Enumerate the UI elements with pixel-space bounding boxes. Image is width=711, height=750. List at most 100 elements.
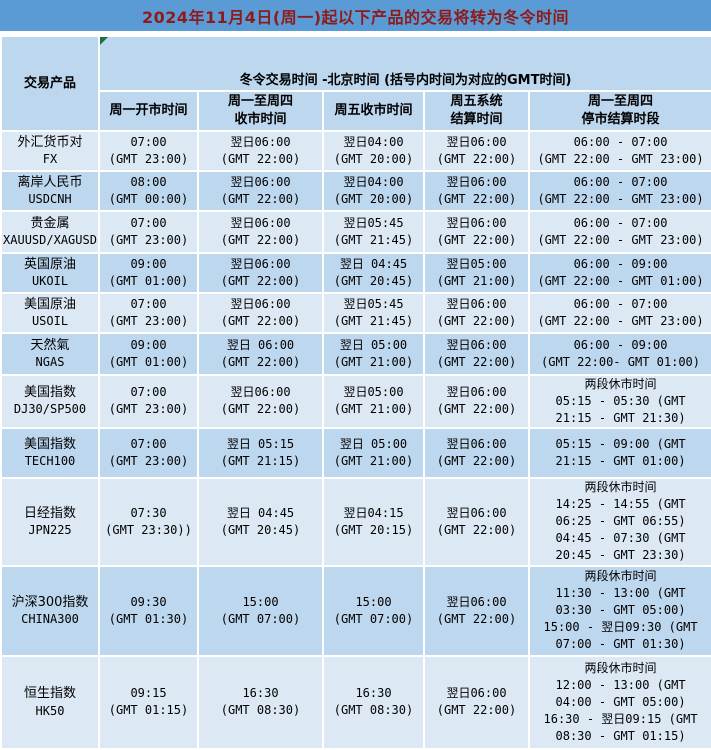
product-cell: 恒生指数 HK50 bbox=[0, 654, 100, 750]
product-column-header: 交易产品 bbox=[0, 35, 100, 132]
header-row-group: 交易产品 冬令交易时间 -北京时间 (括号内时间为对应的GMT时间) bbox=[0, 35, 711, 132]
monday-open-cell: 07:00 (GMT 23:00) bbox=[98, 209, 199, 254]
friday-settlement-cell: 翌日06:00 (GMT 22:00) bbox=[423, 654, 530, 750]
table-row: 沪深300指数 CHINA300 09:30 (GMT 01:30) 15:00… bbox=[0, 564, 711, 657]
product-code: HK50 bbox=[35, 703, 65, 718]
break-settlement-cell: 06:00 - 07:00 (GMT 22:00 - GMT 23:00) bbox=[527, 129, 711, 172]
mon-thu-close-cell: 15:00 (GMT 07:00) bbox=[197, 564, 324, 657]
product-name: 英国原油 bbox=[23, 256, 76, 272]
product-cell: 英国原油 UKOIL bbox=[0, 251, 100, 294]
friday-close-cell: 15:00 (GMT 07:00) bbox=[322, 564, 425, 657]
friday-settlement-cell: 翌日06:00 (GMT 22:00) bbox=[423, 426, 530, 479]
friday-settlement-cell: 翌日06:00 (GMT 22:00) bbox=[423, 129, 530, 172]
friday-close-cell: 翌日05:45 (GMT 21:45) bbox=[322, 209, 425, 254]
col-header-friday-close: 周五收市时间 bbox=[322, 89, 425, 132]
break-settlement-cell: 05:15 - 09:00 (GMT 21:15 - GMT 01:00) bbox=[527, 426, 711, 479]
col-header-friday-settlement: 周五系统 结算时间 bbox=[423, 89, 530, 132]
friday-settlement-cell: 翌日05:00 (GMT 21:00) bbox=[423, 251, 530, 294]
product-code: NGAS bbox=[35, 354, 65, 369]
product-name: 恒生指数 bbox=[23, 686, 76, 702]
product-name: 日经指数 bbox=[23, 505, 76, 521]
friday-settlement-cell: 翌日06:00 (GMT 22:00) bbox=[423, 209, 530, 254]
table-row: 外汇货币对 FX 07:00 (GMT 23:00) 翌日06:00 (GMT … bbox=[0, 129, 711, 172]
table-row: 离岸人民币 USDCNH 08:00 (GMT 00:00) 翌日06:00 (… bbox=[0, 169, 711, 212]
friday-close-cell: 翌日 05:00 (GMT 21:00) bbox=[322, 331, 425, 376]
break-settlement-cell: 两段休市时间 12:00 - 13:00 (GMT 04:00 - GMT 05… bbox=[527, 654, 711, 750]
break-settlement-cell: 06:00 - 09:00 (GMT 22:00 - GMT 01:00) bbox=[527, 251, 711, 294]
product-cell: 日经指数 JPN225 bbox=[0, 476, 100, 567]
mon-thu-close-cell: 翌日06:00 (GMT 22:00) bbox=[197, 251, 324, 294]
mon-thu-close-cell: 翌日 04:45 (GMT 20:45) bbox=[197, 476, 324, 567]
friday-settlement-cell: 翌日06:00 (GMT 22:00) bbox=[423, 373, 530, 429]
monday-open-cell: 08:00 (GMT 00:00) bbox=[98, 169, 199, 212]
table-row: 美国原油 USOIL 07:00 (GMT 23:00) 翌日06:00 (GM… bbox=[0, 291, 711, 334]
table-row: 美国指数 TECH100 07:00 (GMT 23:00) 翌日 05:15 … bbox=[0, 426, 711, 479]
friday-close-cell: 翌日05:45 (GMT 21:45) bbox=[322, 291, 425, 334]
monday-open-cell: 09:00 (GMT 01:00) bbox=[98, 251, 199, 294]
table-row: 天然氣 NGAS 09:00 (GMT 01:00) 翌日 06:00 (GMT… bbox=[0, 331, 711, 376]
break-settlement-cell: 两段休市时间 05:15 - 05:30 (GMT 21:15 - GMT 21… bbox=[527, 373, 711, 429]
mon-thu-close-cell: 翌日06:00 (GMT 22:00) bbox=[197, 291, 324, 334]
friday-close-cell: 翌日04:00 (GMT 20:00) bbox=[322, 169, 425, 212]
product-code: DJ30/SP500 bbox=[13, 402, 87, 417]
table-row: 美国指数 DJ30/SP500 07:00 (GMT 23:00) 翌日06:0… bbox=[0, 373, 711, 429]
product-code: USDCNH bbox=[28, 191, 72, 206]
product-code: TECH100 bbox=[24, 454, 76, 469]
product-name: 外汇货币对 bbox=[17, 134, 83, 150]
product-cell: 美国指数 DJ30/SP500 bbox=[0, 373, 100, 429]
product-name: 美国指数 bbox=[23, 436, 76, 452]
monday-open-cell: 07:00 (GMT 23:00) bbox=[98, 426, 199, 479]
product-name: 美国指数 bbox=[23, 385, 76, 401]
friday-close-cell: 翌日 05:00 (GMT 21:00) bbox=[322, 426, 425, 479]
mon-thu-close-cell: 翌日06:00 (GMT 22:00) bbox=[197, 129, 324, 172]
break-settlement-cell: 两段休市时间 14:25 - 14:55 (GMT 06:25 - GMT 06… bbox=[527, 476, 711, 567]
break-settlement-cell: 06:00 - 07:00 (GMT 22:00 - GMT 23:00) bbox=[527, 209, 711, 254]
group-header: 冬令交易时间 -北京时间 (括号内时间为对应的GMT时间) bbox=[97, 35, 711, 92]
mon-thu-close-cell: 翌日 05:15 (GMT 21:15) bbox=[197, 426, 324, 479]
monday-open-cell: 07:30 (GMT 23:30)) bbox=[98, 476, 199, 567]
mon-thu-close-cell: 翌日06:00 (GMT 22:00) bbox=[197, 169, 324, 212]
comment-flag-icon bbox=[101, 37, 108, 45]
product-code: USOIL bbox=[31, 313, 69, 328]
friday-settlement-cell: 翌日06:00 (GMT 22:00) bbox=[423, 331, 530, 376]
col-header-break-settlement: 周一至周四 停市结算时段 bbox=[527, 89, 711, 132]
product-cell: 美国原油 USOIL bbox=[0, 291, 100, 334]
monday-open-cell: 07:00 (GMT 23:00) bbox=[98, 129, 199, 172]
mon-thu-close-cell: 翌日06:00 (GMT 22:00) bbox=[197, 373, 324, 429]
table-row: 英国原油 UKOIL 09:00 (GMT 01:00) 翌日06:00 (GM… bbox=[0, 251, 711, 294]
product-cell: 美国指数 TECH100 bbox=[0, 426, 100, 479]
table-row: 恒生指数 HK50 09:15 (GMT 01:15) 16:30 (GMT 0… bbox=[0, 654, 711, 750]
product-name: 离岸人民币 bbox=[17, 174, 83, 190]
product-code: UKOIL bbox=[31, 273, 69, 288]
product-name: 沪深300指数 bbox=[11, 594, 89, 610]
mon-thu-close-cell: 16:30 (GMT 08:30) bbox=[197, 654, 324, 750]
friday-settlement-cell: 翌日06:00 (GMT 22:00) bbox=[423, 169, 530, 212]
friday-settlement-cell: 翌日06:00 (GMT 22:00) bbox=[423, 564, 530, 657]
table-row: 贵金属 XAUUSD/XAGUSD 07:00 (GMT 23:00) 翌日06… bbox=[0, 209, 711, 254]
title-bar: 2024年11月4日(周一)起以下产品的交易将转为冬令时间 bbox=[0, 0, 711, 31]
table-row: 日经指数 JPN225 07:30 (GMT 23:30)) 翌日 04:45 … bbox=[0, 476, 711, 567]
product-code: XAUUSD/XAGUSD bbox=[3, 232, 97, 247]
product-cell: 贵金属 XAUUSD/XAGUSD bbox=[0, 209, 100, 254]
monday-open-cell: 07:00 (GMT 23:00) bbox=[98, 291, 199, 334]
friday-settlement-cell: 翌日06:00 (GMT 22:00) bbox=[423, 291, 530, 334]
product-cell: 沪深300指数 CHINA300 bbox=[0, 564, 100, 657]
friday-close-cell: 翌日04:00 (GMT 20:00) bbox=[322, 129, 425, 172]
product-code: JPN225 bbox=[28, 523, 72, 538]
monday-open-cell: 09:15 (GMT 01:15) bbox=[98, 654, 199, 750]
friday-close-cell: 翌日 04:45 (GMT 20:45) bbox=[322, 251, 425, 294]
monday-open-cell: 09:30 (GMT 01:30) bbox=[98, 564, 199, 657]
break-settlement-cell: 06:00 - 09:00 (GMT 22:00- GMT 01:00) bbox=[527, 331, 711, 376]
col-header-mon-thu-close: 周一至周四 收市时间 bbox=[197, 89, 324, 132]
product-code: CHINA300 bbox=[21, 612, 79, 627]
trading-hours-table: 交易产品 冬令交易时间 -北京时间 (括号内时间为对应的GMT时间) 周一开市时… bbox=[0, 35, 711, 750]
col-header-monday-open: 周一开市时间 bbox=[98, 89, 199, 132]
friday-close-cell: 翌日04:15 (GMT 20:15) bbox=[322, 476, 425, 567]
product-name: 贵金属 bbox=[30, 215, 70, 231]
friday-settlement-cell: 翌日06:00 (GMT 22:00) bbox=[423, 476, 530, 567]
group-header-label: 冬令交易时间 -北京时间 (括号内时间为对应的GMT时间) bbox=[239, 73, 572, 89]
header-row-columns: 周一开市时间 周一至周四 收市时间 周五收市时间 周五系统 结算时间 周一至周四… bbox=[1, 89, 711, 132]
product-cell: 离岸人民币 USDCNH bbox=[0, 169, 100, 212]
friday-close-cell: 16:30 (GMT 08:30) bbox=[322, 654, 425, 750]
product-name: 天然氣 bbox=[30, 337, 70, 353]
